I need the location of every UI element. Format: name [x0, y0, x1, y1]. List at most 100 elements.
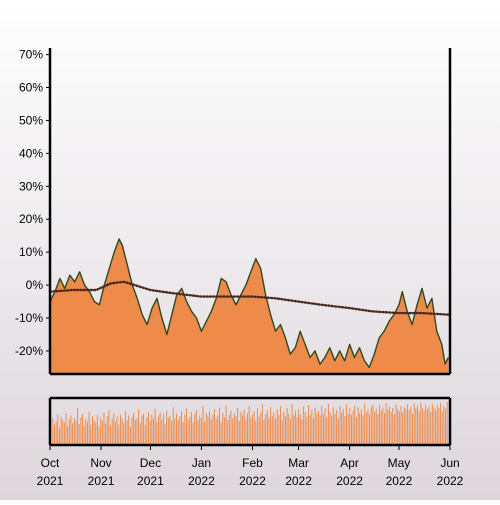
volume-bar [96, 414, 98, 445]
volume-bar [192, 422, 194, 445]
volume-bar [347, 414, 349, 445]
volume-bar [329, 411, 331, 445]
volume-bar [167, 417, 169, 445]
volume-bar [336, 410, 338, 445]
volume-bar [430, 412, 432, 445]
volume-bar [280, 406, 282, 445]
volume-bar [301, 419, 303, 445]
volume-bar [83, 426, 85, 445]
volume-bar [380, 410, 382, 445]
volume-bar [298, 408, 300, 445]
volume-bar [255, 420, 257, 445]
x-tick-label-month: Jun [440, 456, 459, 470]
price-line [50, 238, 450, 369]
x-tick-label-month: Dec [140, 456, 161, 470]
volume-bar [223, 417, 225, 445]
y-tick-label: 50% [19, 113, 43, 127]
x-tick-label-year: 2021 [37, 474, 64, 488]
volume-bar [240, 411, 242, 445]
volume-bar [227, 420, 229, 445]
volume-bar [63, 422, 65, 445]
volume-bar [148, 411, 150, 445]
volume-bar [275, 418, 277, 445]
volume-bar [58, 427, 60, 445]
volume-bar [141, 415, 143, 445]
volume-bar [286, 408, 288, 445]
y-tick-label: -10% [15, 311, 43, 325]
volume-bar [273, 412, 275, 445]
volume-bar [115, 421, 117, 445]
volume-bar [152, 418, 154, 445]
volume-bar [418, 411, 420, 445]
volume-bar [278, 414, 280, 445]
volume-bar [181, 411, 183, 445]
volume-bar [174, 418, 176, 445]
volume-bar [369, 414, 371, 445]
volume-bar [346, 404, 348, 445]
volume-bar [189, 417, 191, 445]
volume-bar [256, 408, 258, 445]
volume-bar [367, 409, 369, 445]
volume-bar [144, 424, 146, 445]
volume-bar [260, 412, 262, 445]
volume-bar [207, 416, 209, 445]
volume-bar [436, 405, 438, 445]
volume-bar [242, 415, 244, 445]
volume-bar [372, 404, 374, 445]
volume-bar [331, 415, 333, 445]
volume-bar [119, 414, 121, 445]
volume-bar [313, 417, 315, 445]
volume-bar [352, 410, 354, 445]
volume-bar [337, 418, 339, 445]
volume-bar [217, 415, 219, 445]
volume-bar [68, 419, 70, 445]
volume-bar [177, 420, 179, 445]
volume-bar [230, 410, 232, 445]
volume-bar [435, 410, 437, 445]
volume-bar [86, 421, 88, 445]
volume-bar [365, 412, 367, 445]
y-tick-label: 20% [19, 212, 43, 226]
volume-bar [253, 411, 255, 445]
y-tick-label: 70% [19, 48, 43, 62]
x-tick-label-month: Nov [90, 456, 111, 470]
volume-bar [222, 412, 224, 445]
volume-bar [416, 405, 418, 445]
volume-bar [233, 413, 235, 445]
volume-bar [143, 414, 145, 445]
volume-bar [228, 414, 230, 445]
volume-bar [204, 421, 206, 445]
volume-bar [247, 413, 249, 445]
volume-bar [101, 420, 103, 445]
volume-bar [382, 407, 384, 445]
volume-bar [266, 410, 268, 445]
x-tick-label-month: Oct [41, 456, 60, 470]
x-tick-label-year: 2022 [239, 474, 266, 488]
volume-bar [288, 413, 290, 445]
volume-bar [70, 415, 72, 445]
volume-bar [197, 420, 199, 445]
volume-bar [111, 418, 113, 445]
volume-bar [412, 413, 414, 445]
volume-bar [392, 408, 394, 445]
volume-bar [159, 412, 161, 445]
volume-bar [311, 409, 313, 445]
volume-bar [304, 412, 306, 445]
volume-bar [82, 414, 84, 445]
volume-bar [309, 414, 311, 445]
volume-bar [393, 414, 395, 445]
volume-bar [308, 405, 310, 445]
volume-bar [410, 406, 412, 445]
volume-bar [98, 426, 100, 445]
volume-bar [271, 415, 273, 445]
volume-bar [397, 408, 399, 445]
volume-bar [209, 411, 211, 445]
volume-bar [53, 424, 55, 445]
x-tick-label-year: 2022 [285, 474, 312, 488]
volume-bar [169, 415, 171, 445]
volume-bar [123, 422, 125, 445]
volume-bar [443, 405, 445, 445]
volume-bar [388, 406, 390, 445]
volume-bar [294, 410, 296, 445]
volume-bar [268, 417, 270, 445]
